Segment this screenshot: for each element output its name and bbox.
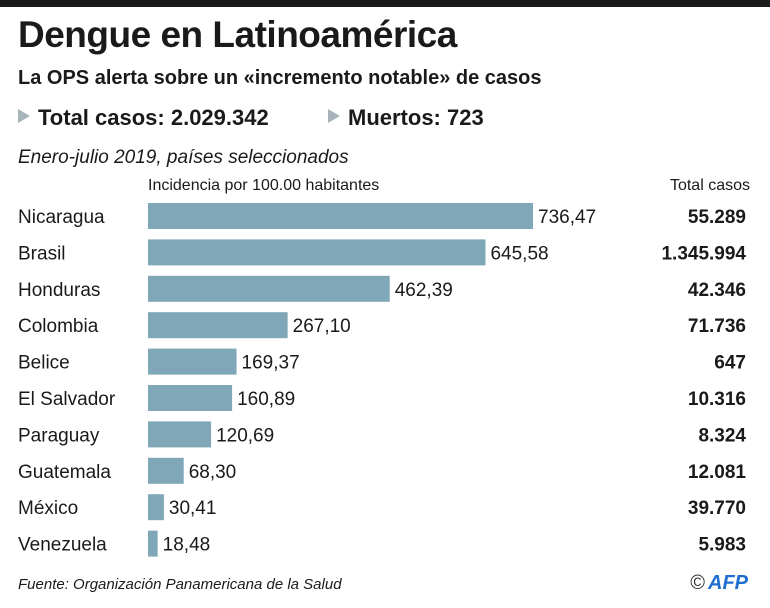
category-label: Brasil — [18, 243, 66, 264]
category-label: Guatemala — [18, 462, 111, 483]
total-cases-text: Total casos: 2.029.342 — [38, 105, 269, 130]
category-label: México — [18, 498, 78, 519]
value-label: 68,30 — [189, 462, 237, 483]
total-cases-value: 10.316 — [688, 389, 746, 410]
bar — [148, 348, 237, 375]
value-label: 169,37 — [242, 353, 300, 374]
category-label: Belice — [18, 353, 70, 374]
source-note: Fuente: Organización Panamericana de la … — [18, 576, 342, 593]
total-cases-value: 647 — [714, 353, 746, 374]
total-cases-header: Total casos — [669, 177, 750, 194]
copyright-icon: © — [690, 572, 705, 594]
value-label: 120,69 — [216, 425, 274, 446]
category-label: Colombia — [18, 316, 99, 337]
total-cases-value: 55.289 — [688, 207, 746, 228]
bar — [148, 239, 486, 266]
total-cases-stat: Total casos: 2.029.342 — [18, 105, 269, 131]
bar — [148, 457, 184, 484]
value-label: 267,10 — [293, 316, 351, 337]
bar — [148, 203, 533, 229]
category-label: Honduras — [18, 280, 100, 301]
value-label: 462,39 — [395, 280, 453, 301]
chart-title: Dengue en Latinoamérica — [18, 14, 457, 55]
x-axis-label: Incidencia por 100.00 habitantes — [148, 177, 380, 194]
bar — [148, 275, 390, 302]
total-cases-value: 8.324 — [698, 425, 746, 446]
total-cases-value: 39.770 — [688, 498, 746, 519]
bar — [148, 494, 164, 521]
value-label: 160,89 — [237, 389, 295, 410]
total-cases-value: 42.346 — [688, 280, 746, 301]
period-label: Enero-julio 2019, países seleccionados — [18, 147, 349, 168]
bar — [148, 530, 158, 557]
afp-logo: © AFP — [690, 572, 748, 595]
category-label: Paraguay — [18, 425, 100, 446]
bar — [148, 312, 288, 339]
total-cases-value: 12.081 — [688, 462, 747, 483]
top-bar — [0, 0, 770, 7]
logo-text: AFP — [708, 572, 748, 594]
chart-subtitle: La OPS alerta sobre un «incremento notab… — [18, 67, 542, 89]
deaths-stat: Muertos: 723 — [328, 105, 484, 131]
value-label: 30,41 — [169, 498, 217, 519]
value-label: 645,58 — [490, 243, 548, 264]
bar — [148, 385, 233, 411]
total-cases-value: 1.345.994 — [661, 243, 746, 264]
total-cases-value: 5.983 — [698, 535, 746, 556]
category-label: El Salvador — [18, 389, 116, 410]
value-label: 736,47 — [538, 207, 596, 228]
value-label: 18,48 — [163, 535, 211, 556]
category-label: Nicaragua — [18, 207, 105, 228]
triangle-icon — [18, 109, 30, 123]
category-label: Venezuela — [18, 535, 107, 556]
triangle-icon — [328, 109, 340, 123]
total-cases-value: 71.736 — [688, 316, 746, 337]
deaths-text: Muertos: 723 — [348, 105, 484, 130]
bar — [148, 421, 212, 448]
